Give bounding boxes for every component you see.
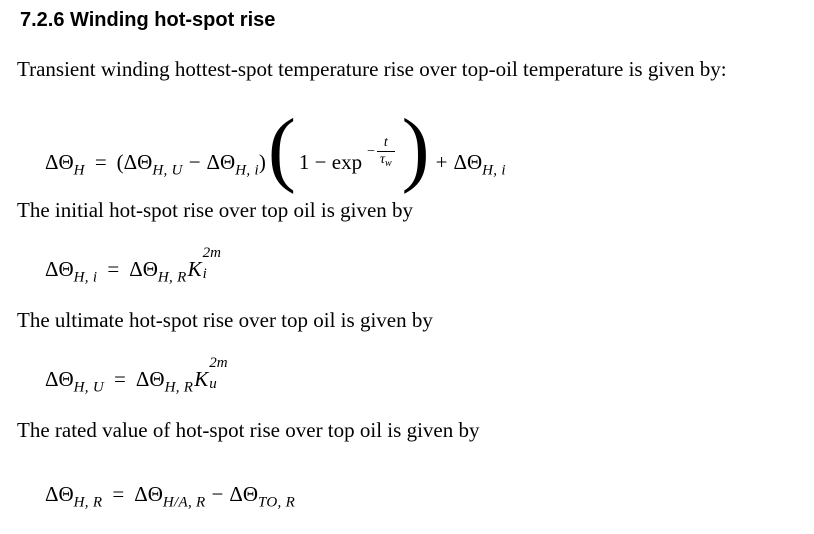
exponent-block: − t τw	[367, 135, 395, 170]
equation-initial-hotspot-rise: ΔΘH, i = ΔΘH, RK 2m i	[45, 246, 226, 286]
big-open-paren: (	[267, 102, 296, 195]
minus-sign: −	[211, 482, 224, 506]
delta-theta-symbol: ΔΘ	[229, 482, 259, 506]
k-subscript-i: i	[202, 266, 207, 282]
subscript: H/A, R	[162, 494, 206, 511]
equals-sign: =	[112, 482, 125, 506]
subscript: H, i	[73, 269, 98, 286]
subscript: H, i	[235, 162, 259, 179]
paragraph-ultimate: The ultimate hot-spot rise over top oil …	[17, 308, 433, 332]
delta-theta-symbol: ΔΘ	[453, 150, 483, 174]
equals-sign: =	[94, 150, 107, 174]
big-close-paren: )	[401, 102, 430, 195]
subscript: H, R	[73, 494, 103, 511]
k-supsub-stack: 2m i	[202, 246, 226, 282]
fraction-denominator: τw	[376, 150, 395, 170]
subscript: H, R	[157, 269, 187, 286]
k-variable: K	[194, 367, 209, 391]
delta-theta-symbol: ΔΘ	[206, 150, 236, 174]
delta-theta-symbol: ΔΘ	[45, 257, 74, 281]
k-supsub-stack: 2m u	[208, 356, 232, 392]
delta-theta-symbol: ΔΘ	[45, 150, 74, 174]
paragraph-rated: The rated value of hot-spot rise over to…	[17, 418, 480, 442]
equals-sign: =	[107, 257, 120, 281]
k-subscript-u: u	[209, 376, 217, 392]
subscript: H, i	[482, 162, 506, 179]
tau-subscript-w: w	[385, 157, 392, 169]
k-superscript-2m: 2m	[209, 355, 228, 371]
paragraph-initial: The initial hot-spot rise over top oil i…	[17, 198, 414, 222]
exponent-fraction: t τw	[376, 134, 395, 170]
paragraph-transient: Transient winding hottest-spot temperatu…	[17, 57, 727, 81]
plus-sign: +	[435, 150, 448, 174]
delta-theta-symbol: ΔΘ	[129, 257, 158, 281]
one-minus-exp: 1 − exp	[298, 150, 363, 174]
close-paren: )	[258, 150, 266, 174]
equation-transient-hotspot-rise: ΔΘH = (ΔΘH, U − ΔΘH, i)(1 − exp − t τw) + ΔΘH, i	[45, 107, 506, 191]
tau-symbol: τ	[379, 151, 385, 167]
minus-sign: −	[188, 150, 201, 174]
equals-sign: =	[114, 367, 126, 391]
equation-ultimate-hotspot-rise: ΔΘH, U = ΔΘH, RK 2m u	[45, 356, 232, 396]
section-heading: 7.2.6 Winding hot-spot rise	[20, 9, 276, 31]
delta-theta-symbol: ΔΘ	[45, 367, 74, 391]
k-variable: K	[187, 257, 202, 281]
delta-theta-symbol: ΔΘ	[45, 482, 74, 506]
delta-theta-symbol: ΔΘ	[123, 150, 153, 174]
equation-rated-hotspot-rise: ΔΘH, R = ΔΘH/A, R − ΔΘTO, R	[45, 484, 295, 511]
subscript: H, U	[152, 162, 183, 179]
fraction-numerator-t: t	[383, 134, 388, 150]
delta-theta-symbol: ΔΘ	[134, 482, 163, 506]
subscript: H, R	[164, 379, 194, 396]
subscript: H	[73, 162, 85, 179]
open-paren: (	[116, 150, 124, 174]
exponent-minus-sign: −	[367, 144, 375, 159]
subscript: TO, R	[258, 494, 296, 511]
delta-theta-symbol: ΔΘ	[135, 367, 165, 391]
subscript: H, U	[73, 379, 105, 396]
k-superscript-2m: 2m	[202, 245, 221, 261]
